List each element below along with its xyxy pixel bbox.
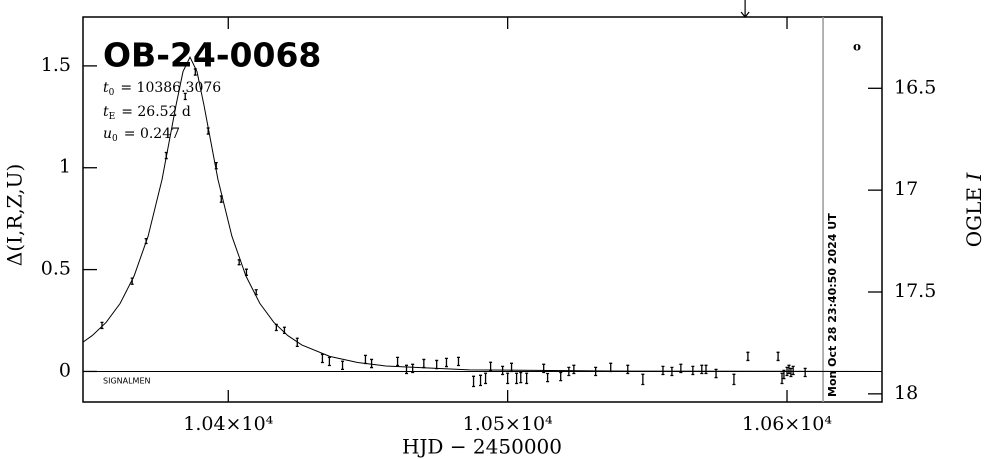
- y2-tick-label: 18: [894, 382, 918, 404]
- error-bar: [746, 351, 750, 362]
- parameter: u0 = 0.247: [103, 126, 180, 144]
- y-tick-label: 0.5: [41, 258, 71, 280]
- error-bar: [626, 364, 630, 375]
- error-bar: [787, 364, 791, 375]
- parameter-sub: E: [109, 112, 116, 122]
- error-bar: [519, 371, 523, 384]
- x-tick-label: 1.04×10⁴: [183, 413, 273, 435]
- parameter: tE = 26.52 d: [103, 104, 191, 122]
- y-tick-label: 1: [59, 156, 71, 178]
- error-bar: [327, 356, 331, 367]
- error-bar: [732, 373, 736, 386]
- y2-tick-label: 17: [894, 178, 918, 200]
- error-bar: [546, 372, 550, 383]
- error-bar: [789, 367, 793, 378]
- y2-tick-label: 17.5: [894, 280, 936, 302]
- y2-axis-label: OGLE I: [962, 172, 986, 248]
- credit: SIGNALMEN: [103, 377, 151, 386]
- x-tick-label: 1.05×10⁴: [463, 413, 553, 435]
- error-bar: [479, 374, 483, 387]
- error-bar: [484, 372, 488, 385]
- error-bar: [714, 368, 718, 379]
- error-bar: [780, 372, 784, 385]
- error-bar: [803, 367, 807, 378]
- parameter-symbol: u: [103, 126, 112, 142]
- error-bar: [515, 372, 519, 385]
- error-bar: [791, 365, 795, 376]
- y-tick-label: 0: [59, 359, 71, 381]
- error-bar: [691, 365, 695, 376]
- y2-tick-label: 16.5: [894, 76, 936, 98]
- parameter-symbol: t: [103, 80, 109, 96]
- error-bar: [525, 372, 529, 385]
- error-bar: [422, 358, 426, 369]
- model-curve: [82, 55, 883, 372]
- error-bar: [776, 351, 780, 362]
- x-axis-label: HJD − 2450000: [402, 435, 562, 459]
- error-bar: [411, 363, 415, 374]
- error-bar: [542, 363, 546, 374]
- error-bar: [444, 357, 448, 368]
- timestamp-label: Mon Oct 28 23:40:50 2024 UT: [826, 213, 839, 397]
- corner-mark: o: [853, 40, 861, 54]
- parameter-symbol: t: [103, 104, 109, 120]
- error-bar: [363, 354, 367, 365]
- error-bar: [435, 359, 439, 370]
- error-bar: [320, 353, 324, 364]
- y-tick-label: 1.5: [41, 54, 71, 76]
- parameter-text: = 10386.3076: [120, 80, 221, 96]
- error-bar: [100, 321, 104, 330]
- arrow-head: [740, 11, 750, 18]
- parameter-text: = 26.52 d: [121, 104, 191, 120]
- error-bar: [489, 361, 493, 372]
- error-bar: [609, 362, 613, 373]
- plot-frame: [82, 16, 883, 403]
- error-bar: [370, 358, 374, 369]
- error-bar: [396, 356, 400, 367]
- error-bar: [704, 364, 708, 375]
- x-tick-label: 1.06×10⁴: [742, 413, 832, 435]
- error-bar: [572, 364, 576, 375]
- error-bar: [183, 92, 187, 101]
- parameters: t0 = 10386.3076 tE = 26.52 d u0 = 0.247: [103, 80, 221, 144]
- parameter: t0 = 10386.3076: [103, 80, 221, 98]
- parameter-text: = 0.247: [124, 126, 180, 142]
- error-bar: [456, 356, 460, 367]
- parameter-sub: 0: [109, 88, 115, 98]
- error-bar: [661, 365, 665, 376]
- error-bar: [700, 364, 704, 375]
- error-bar: [641, 373, 645, 386]
- error-bar: [472, 375, 476, 388]
- chart-title: OB-24-0068: [103, 36, 321, 75]
- error-bar: [567, 366, 571, 377]
- error-bar: [341, 360, 345, 371]
- parameter-sub: 0: [112, 134, 118, 144]
- error-bar: [594, 366, 598, 377]
- error-bar: [506, 372, 510, 385]
- y2-label-italic: I: [962, 172, 986, 182]
- y-axis-label: Δ(I,R,Z,U): [3, 164, 27, 266]
- error-bar: [559, 371, 563, 382]
- y2-label-text: OGLE: [962, 187, 986, 247]
